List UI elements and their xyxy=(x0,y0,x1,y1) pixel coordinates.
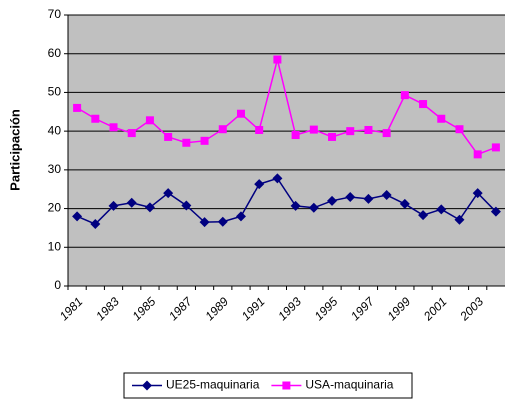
data-point xyxy=(218,125,227,134)
data-point xyxy=(199,217,210,228)
x-tick-label: 1989 xyxy=(202,294,231,323)
data-point xyxy=(108,200,119,211)
data-point xyxy=(419,100,428,109)
data-point xyxy=(72,211,83,222)
legend-label: USA-maquinaria xyxy=(305,378,393,392)
x-tick-label: 1983 xyxy=(93,294,122,323)
x-tick-label: 1981 xyxy=(57,294,86,323)
data-point xyxy=(345,191,356,202)
legend-label: UE25-maquinaria xyxy=(166,378,260,392)
data-point xyxy=(436,204,447,215)
plot-area xyxy=(68,15,505,286)
data-point xyxy=(272,173,283,184)
data-point xyxy=(235,211,246,222)
data-point xyxy=(254,179,265,190)
data-point xyxy=(490,206,501,217)
y-tick-label: 20 xyxy=(48,201,62,215)
data-point xyxy=(454,214,465,225)
data-point xyxy=(346,127,355,136)
legend-marker xyxy=(282,381,291,390)
data-point xyxy=(144,202,155,213)
data-point xyxy=(364,125,373,134)
data-point xyxy=(381,190,392,201)
data-point xyxy=(109,123,118,132)
data-point xyxy=(181,200,192,211)
x-tick-label: 1985 xyxy=(130,294,159,323)
legend-marker xyxy=(142,380,152,391)
data-point xyxy=(455,125,464,134)
data-point xyxy=(399,198,410,209)
y-tick-label: 60 xyxy=(48,46,62,60)
data-point xyxy=(217,216,228,227)
x-tick-label: 1987 xyxy=(166,294,196,324)
legend-box xyxy=(123,372,413,399)
data-point xyxy=(308,202,319,213)
y-axis-label: Participación xyxy=(7,109,22,191)
x-tick-label: 1997 xyxy=(348,294,378,324)
data-point xyxy=(236,109,245,118)
data-point xyxy=(163,188,174,199)
y-tick-label: 30 xyxy=(48,162,62,176)
data-point xyxy=(90,219,101,230)
x-tick-label: 2001 xyxy=(420,294,449,323)
y-tick-label: 50 xyxy=(48,85,62,99)
x-tick-label: 1995 xyxy=(312,294,341,323)
data-point xyxy=(291,131,300,140)
data-point xyxy=(400,91,409,100)
x-tick-label: 1993 xyxy=(275,294,304,323)
data-point xyxy=(91,114,100,123)
data-point xyxy=(491,143,500,152)
data-point xyxy=(327,195,338,206)
data-point xyxy=(73,103,82,112)
x-tick-label: 1999 xyxy=(384,294,413,323)
data-point xyxy=(363,193,374,204)
data-point xyxy=(127,129,136,138)
data-point xyxy=(328,132,337,141)
data-point xyxy=(472,188,483,199)
data-point xyxy=(382,129,391,138)
data-point xyxy=(255,125,264,134)
data-point xyxy=(418,210,429,221)
data-point xyxy=(473,150,482,159)
x-tick-label: 1991 xyxy=(239,294,268,323)
data-point xyxy=(126,197,137,208)
y-tick-label: 70 xyxy=(48,7,62,21)
data-point xyxy=(182,138,191,147)
data-point xyxy=(273,55,282,64)
data-point xyxy=(200,136,209,145)
x-tick-label: 2003 xyxy=(457,294,487,324)
y-tick-label: 40 xyxy=(48,123,62,137)
data-point xyxy=(145,116,154,125)
data-point xyxy=(309,125,318,134)
data-point xyxy=(164,132,173,141)
y-tick-label: 10 xyxy=(48,239,62,253)
y-tick-label: 0 xyxy=(54,278,61,292)
data-point xyxy=(290,200,301,211)
data-point xyxy=(437,114,446,123)
